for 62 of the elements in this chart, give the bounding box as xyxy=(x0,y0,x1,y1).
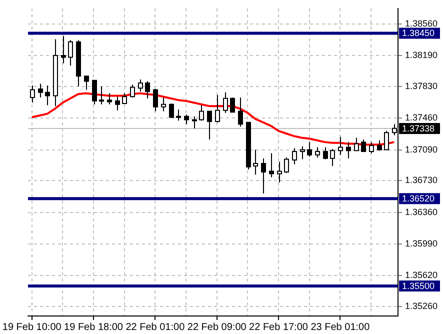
candlestick xyxy=(92,80,97,105)
x-tick-label: 19 Feb 18:00 xyxy=(64,322,124,333)
candlestick xyxy=(138,79,143,92)
candlestick xyxy=(107,92,112,105)
candlestick xyxy=(199,104,204,122)
y-tick-label: 1.37830 xyxy=(405,80,438,91)
x-tick-label: 22 Feb 09:00 xyxy=(187,322,247,333)
candlestick xyxy=(153,88,158,112)
candlestick xyxy=(169,103,174,119)
candlestick xyxy=(284,156,289,174)
candlestick xyxy=(330,148,335,167)
y-tick-label: 1.35620 xyxy=(405,270,438,280)
candlestick xyxy=(223,92,228,114)
y-tick-label: 1.36360 xyxy=(405,206,438,217)
candlestick xyxy=(130,84,135,98)
candlestick xyxy=(384,130,389,150)
candlestick xyxy=(122,92,127,104)
candlestick xyxy=(238,97,243,128)
ref-line-label: 1.36520 xyxy=(402,194,435,204)
candlestick xyxy=(354,137,359,152)
candlestick xyxy=(300,146,305,160)
candlestick xyxy=(61,35,66,64)
candlestick xyxy=(315,146,320,158)
ref-line-label: 1.38450 xyxy=(402,28,435,38)
candlestick xyxy=(184,114,189,125)
y-tick-label: 1.36730 xyxy=(405,175,438,186)
ref-line-label: 1.37338 xyxy=(402,124,435,134)
candlestick xyxy=(369,142,374,154)
y-tick-label: 1.35260 xyxy=(405,301,438,312)
x-tick-label: 22 Feb 01:00 xyxy=(126,322,186,333)
y-tick-label: 1.35990 xyxy=(405,238,438,249)
ref-line-label: 1.35500 xyxy=(402,280,435,291)
candlestick xyxy=(361,138,366,152)
y-tick-label: 1.37460 xyxy=(405,112,438,123)
candlestick xyxy=(292,148,297,165)
candlestick xyxy=(30,85,35,104)
candlestick xyxy=(99,86,104,105)
candlestick xyxy=(261,158,266,194)
candlestick xyxy=(84,76,89,90)
candlestick xyxy=(68,40,73,66)
y-tick-label: 1.38190 xyxy=(405,50,438,60)
y-tick-label: 1.38560 xyxy=(405,18,438,28)
candlestick xyxy=(176,109,181,122)
candlestick xyxy=(207,110,212,140)
candlestick xyxy=(277,161,282,183)
candlestick xyxy=(230,97,235,113)
candlestick xyxy=(269,152,274,178)
x-tick-label: 22 Feb 17:00 xyxy=(249,322,308,333)
candlestick xyxy=(338,136,343,156)
candlestick xyxy=(38,83,43,98)
candlestick xyxy=(215,94,220,123)
candlestick xyxy=(145,80,150,99)
candlestick xyxy=(253,149,258,176)
candlestick xyxy=(161,97,166,112)
x-tick-label: 19 Feb 10:00 xyxy=(2,322,62,333)
x-tick-label: 23 Feb 01:00 xyxy=(310,322,370,333)
candlestick xyxy=(307,142,312,158)
y-tick-label: 1.37090 xyxy=(405,144,438,154)
candlestick xyxy=(45,85,50,106)
candlestick xyxy=(115,96,120,111)
candlestick xyxy=(346,142,351,159)
candlestick xyxy=(192,116,197,129)
